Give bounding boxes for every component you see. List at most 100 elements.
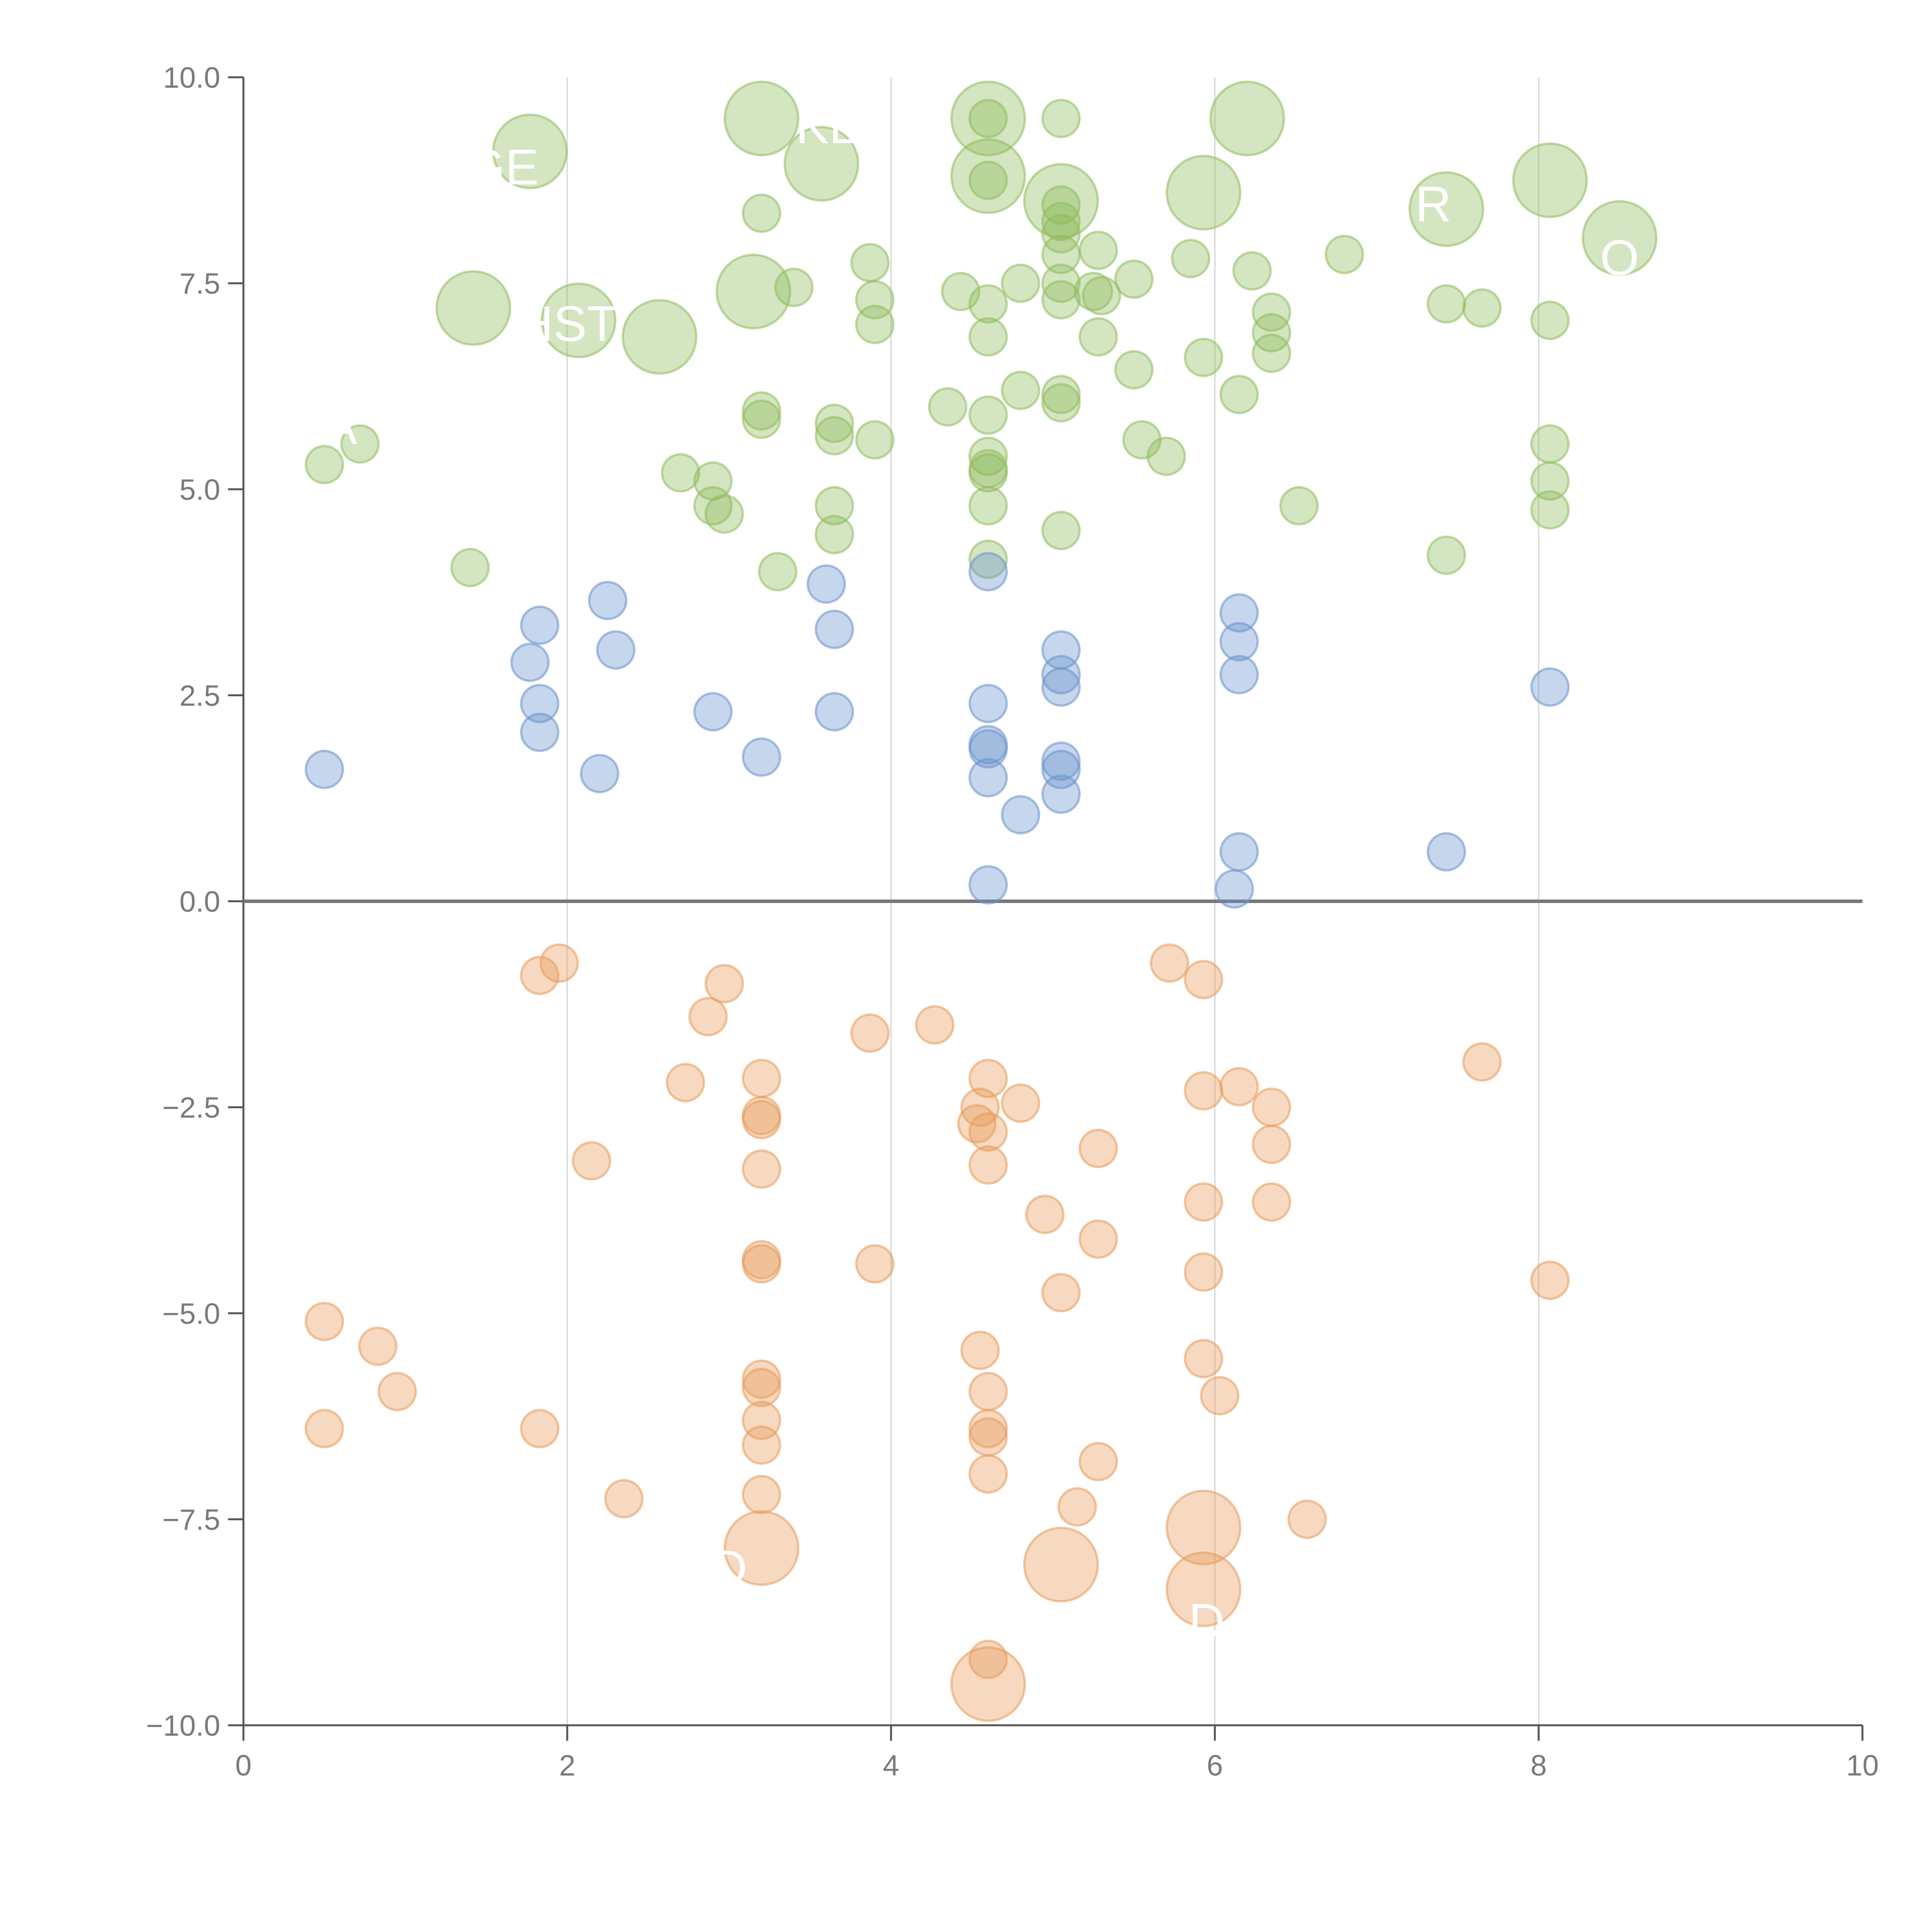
y-tick-label: −10.0 [146,1709,220,1742]
green-bubble [1209,80,1285,156]
x-tick-label: 10 [1846,1749,1879,1782]
blue-bubble [1041,667,1081,707]
orange-bubble [1184,1252,1223,1292]
green-bubble [968,486,1008,526]
green-bubble [850,243,890,282]
green-bubble [968,436,1008,476]
green-bubble [774,267,814,307]
blue-bubble [968,684,1008,723]
point-label: O [1600,230,1639,286]
green-bubble [715,253,791,330]
blue-bubble [580,753,619,793]
blue-bubble [1219,622,1259,662]
blue-bubble [520,684,560,723]
blue-bubble [968,552,1008,592]
green-bubble [950,138,1026,214]
green-bubble [968,284,1008,324]
orange-bubble [968,1145,1008,1185]
orange-bubble [742,1244,781,1284]
orange-bubble [915,1005,955,1045]
green-bubble [1041,383,1081,423]
green-bubble [1078,317,1118,357]
orange-bubble [1200,1376,1240,1415]
blue-bubble [968,865,1008,905]
orange-bubble [742,1367,781,1407]
orange-bubble [1530,1260,1570,1300]
blue-bubble [1219,593,1259,633]
blue-bubble [806,564,846,604]
orange-bubble [1462,1042,1502,1082]
green-bubble [541,282,617,359]
y-tick-label: 0.0 [179,886,220,918]
green-bubble [1408,171,1485,247]
green-bubble [968,317,1008,357]
orange-bubble [1252,1124,1291,1164]
green-bubble [1232,251,1272,291]
orange-bubble [1078,1219,1118,1259]
orange-bubble [1057,1487,1097,1527]
green-bubble [742,193,781,233]
green-bubble [1171,239,1211,279]
blue-bubble [1214,869,1254,909]
orange-bubble [1252,1182,1291,1222]
green-bubble [968,160,1008,200]
orange-bubble [539,943,579,983]
orange-bubble [520,1409,560,1449]
orange-bubble [1184,1071,1223,1111]
point-label: KL [796,98,857,154]
orange-bubble [1041,1273,1081,1313]
orange-bubble [1287,1499,1327,1539]
orange-bubble [1219,1067,1259,1107]
orange-bubble [358,1327,398,1366]
blue-bubble [520,713,560,752]
green-bubble [1041,99,1081,138]
green-bubble [1078,230,1118,270]
green-bubble [968,453,1008,493]
orange-bubble [665,1063,705,1102]
orange-bubble [968,1639,1008,1679]
green-bubble [304,445,344,485]
orange-bubble [742,1475,781,1514]
y-tick-label: 5.0 [179,473,220,506]
green-bubble [1530,461,1570,501]
green-bubble [1041,214,1081,254]
orange-bubble [855,1244,895,1284]
x-tick-label: 6 [1207,1749,1223,1782]
green-bubble [492,113,568,189]
blue-bubble [520,605,560,645]
point-labels: KL HST R GE A O D D [324,98,1639,1650]
orange-bubble [304,1302,344,1342]
orange-bubble [960,1330,1000,1370]
green-bubble [1114,259,1154,299]
green-bubble [1001,264,1041,303]
orange-bubble [1165,1490,1242,1566]
blue-bubble [1530,667,1570,707]
green-bubble [661,453,701,493]
green-bubble [1041,510,1081,550]
orange-bubble [604,1479,644,1519]
blue-bubble [588,581,628,621]
blue-bubble [1001,795,1041,835]
green-bubble [855,420,895,460]
blue-bubble [1219,832,1259,872]
green-bubble [968,539,1008,579]
green-bubble [1082,276,1121,316]
orange-bubble [1165,1551,1242,1628]
orange-bubble [742,1359,781,1399]
green-bubble [1252,313,1291,353]
point-label: GE [466,139,539,195]
green-bubble [1530,490,1570,530]
blue-bubble [693,692,733,732]
orange-bubble [968,1112,1008,1152]
green-bubble [1325,235,1364,274]
x-tick-label: 2 [559,1749,575,1782]
green-bubble [815,416,854,456]
blue-bubble [1041,655,1081,695]
green-bubble [1041,264,1081,303]
green-bubble [855,304,895,344]
green-bubble [723,80,799,156]
green-bubble [968,395,1008,435]
green-bubble [1252,292,1291,332]
green-bubble [1582,200,1658,276]
